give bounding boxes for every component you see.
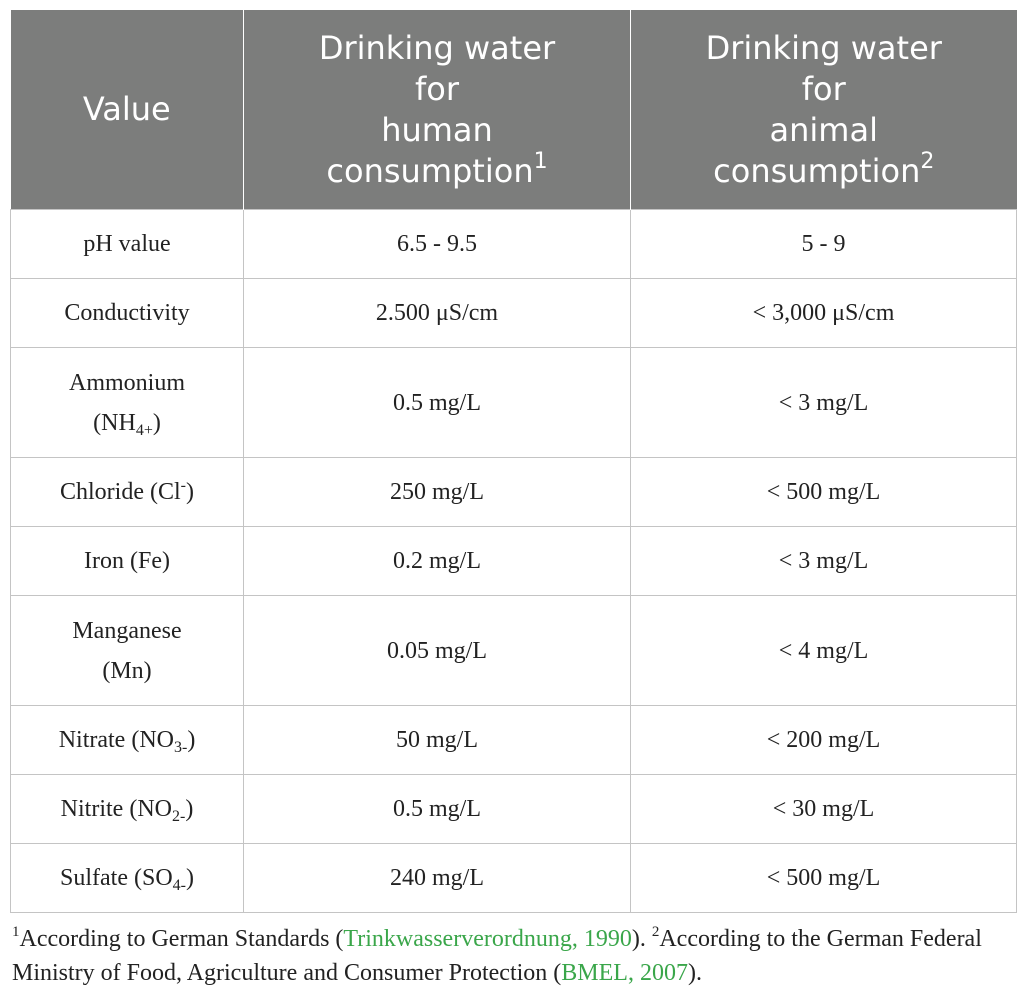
animal-value: < 500 mg/L (630, 843, 1017, 913)
animal-value: < 3,000 μS/cm (630, 278, 1017, 348)
table-row: Manganese (Mn) 0.05 mg/L < 4 mg/L (10, 595, 1017, 706)
row-label: Manganese (Mn) (10, 595, 244, 706)
row-label: pH value (10, 209, 244, 279)
row-label: Ammonium (NH4+) (10, 347, 244, 458)
table-row: Conductivity 2.500 μS/cm < 3,000 μS/cm (10, 278, 1017, 348)
row-label-subscript: 4+ (135, 421, 153, 439)
row-label-end: ) (152, 409, 161, 436)
row-label: Nitrate (NO3-) (10, 705, 244, 775)
row-label: Sulfate (SO4-) (10, 843, 244, 913)
header-animal-line4: consumption2 (631, 148, 1017, 192)
human-value: 0.2 mg/L (243, 526, 631, 596)
header-value: Value (10, 10, 244, 210)
table-row: pH value 6.5 - 9.5 5 - 9 (10, 209, 1017, 279)
animal-value: 5 - 9 (630, 209, 1017, 279)
animal-value: < 30 mg/L (630, 774, 1017, 844)
table-row: Nitrite (NO2-) 0.5 mg/L < 30 mg/L (10, 774, 1017, 844)
row-label-subscript: 3- (173, 739, 188, 756)
footnote-mark-1: 1 (12, 924, 20, 940)
row-label-line2: (Mn) (102, 657, 152, 684)
header-human-line4-text: consumption (326, 151, 534, 190)
header-animal-footnote-mark: 2 (920, 148, 935, 174)
row-label-end: ) (185, 865, 194, 891)
row-label-subscript: 4- (172, 877, 186, 894)
row-label: Chloride (Cl-) (10, 457, 244, 527)
row-label-superscript: - (180, 477, 186, 494)
row-label-base: Nitrite (NO (60, 796, 172, 822)
human-value: 0.05 mg/L (243, 595, 631, 706)
water-quality-table: Value Drinking water for human consumpti… (10, 10, 1017, 913)
table-row: Sulfate (SO4-) 240 mg/L < 500 mg/L (10, 843, 1017, 913)
header-human-line2: for (415, 69, 459, 108)
header-human-footnote-mark: 1 (533, 148, 548, 174)
animal-value: < 4 mg/L (630, 595, 1017, 706)
row-label-end: ) (185, 796, 194, 822)
reference-link-bmel[interactable]: BMEL, 2007 (561, 960, 688, 986)
table-footnote: 1According to German Standards (Trinkwas… (12, 922, 1016, 990)
header-animal-line4-text: consumption (713, 151, 921, 190)
footnote-text-1: According to German Standards ( (19, 926, 344, 952)
header-animal-line3: animal (769, 110, 878, 149)
row-label-base: Sulfate (SO (60, 865, 173, 891)
row-label-base: Chloride (Cl (60, 479, 181, 505)
row-label-line1: Ammonium (68, 369, 185, 396)
header-human-line1: Drinking water (318, 28, 556, 67)
animal-value: < 3 mg/L (630, 347, 1017, 458)
table-row: Ammonium (NH4+) 0.5 mg/L < 3 mg/L (10, 347, 1017, 458)
header-human-line4: consumption1 (244, 148, 630, 192)
human-value: 0.5 mg/L (243, 774, 631, 844)
header-animal-consumption: Drinking water for animal consumption2 (630, 10, 1017, 210)
row-label-base: Nitrate (NO (58, 727, 174, 753)
human-value: 0.5 mg/L (243, 347, 631, 458)
table-row: Iron (Fe) 0.2 mg/L < 3 mg/L (10, 526, 1017, 596)
row-label: Iron (Fe) (10, 526, 244, 596)
header-value-label: Value (82, 90, 171, 128)
animal-value: < 3 mg/L (630, 526, 1017, 596)
row-label-base: (NH (93, 409, 136, 436)
header-row: Value Drinking water for human consumpti… (10, 10, 1017, 210)
row-label: Conductivity (10, 278, 244, 348)
animal-value: < 200 mg/L (630, 705, 1017, 775)
table-row: Nitrate (NO3-) 50 mg/L < 200 mg/L (10, 705, 1017, 775)
header-human-consumption: Drinking water for human consumption1 (243, 10, 631, 210)
header-animal-line1: Drinking water (705, 28, 942, 67)
row-label-end: ) (187, 727, 196, 753)
header-animal-line2: for (801, 69, 846, 108)
footnote-mark-2: 2 (651, 924, 660, 940)
row-label-end: ) (185, 479, 194, 505)
footnote-text-3: According to the German Federal Ministry… (12, 926, 982, 986)
human-value: 6.5 - 9.5 (243, 209, 631, 279)
header-human-line3: human (381, 110, 493, 149)
reference-link-trinkwasserverordnung[interactable]: Trinkwasserverordnung, 1990 (343, 926, 632, 952)
human-value: 250 mg/L (243, 457, 631, 527)
human-value: 2.500 μS/cm (243, 278, 631, 348)
human-value: 240 mg/L (243, 843, 631, 913)
water-quality-table-container: Value Drinking water for human consumpti… (10, 10, 1017, 913)
row-label-subscript: 2- (171, 808, 186, 825)
row-label: Nitrite (NO2-) (10, 774, 244, 844)
human-value: 50 mg/L (243, 705, 631, 775)
row-label-line1: Manganese (72, 617, 182, 644)
table-row: Chloride (Cl-) 250 mg/L < 500 mg/L (10, 457, 1017, 527)
footnote-text-2: ). (631, 926, 652, 952)
footnote-text-4: ). (687, 960, 702, 986)
animal-value: < 500 mg/L (630, 457, 1017, 527)
